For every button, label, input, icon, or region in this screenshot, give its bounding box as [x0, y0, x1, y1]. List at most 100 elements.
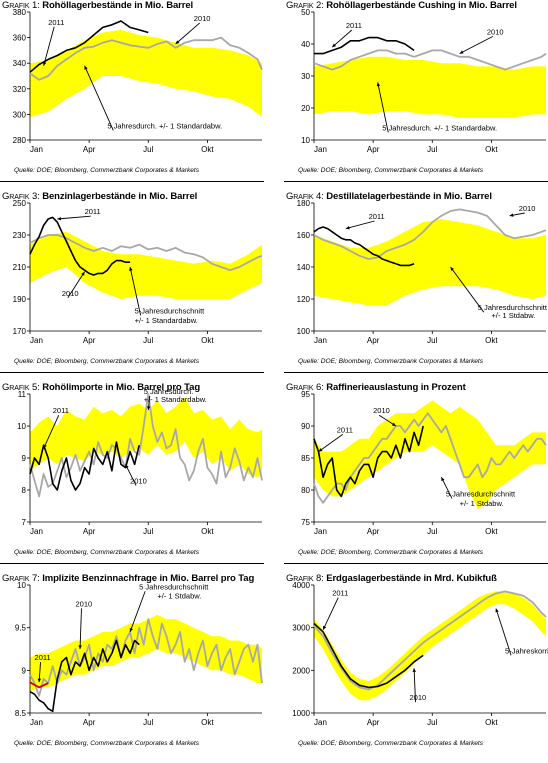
chart-source: Quelle: DOE; Bloomberg, Commerzbank Corp…	[14, 549, 200, 556]
annotation-arrowhead	[450, 267, 455, 271]
y-tick-label: 9	[22, 666, 27, 675]
annotation-arrowhead	[175, 40, 180, 44]
chart-annotation: +/- 1 Stdabw.	[157, 592, 201, 601]
y-tick-label: 250	[13, 199, 27, 208]
x-tick-label: Jan	[30, 527, 43, 536]
y-tick-label: 75	[301, 518, 310, 527]
std-band-area	[30, 397, 262, 478]
y-tick-label: 85	[301, 454, 310, 463]
series-line-red	[29, 681, 49, 689]
chart-plot: 10 20 30 40 50 Jan Apr Jul Okt 2011 2010 5 Jahresdu…	[301, 8, 547, 154]
series-line-2010	[313, 590, 547, 691]
panel-divider	[284, 563, 548, 564]
x-tick-label: Jan	[30, 145, 43, 154]
x-tick-label: Okt	[485, 145, 498, 154]
chart-panel-7: Grafik 7: Implizite Benzinnachfrage in M…	[0, 573, 264, 763]
chart-title: Grafik 3: Benzinlagerbestände in Mio. Ba…	[2, 191, 198, 202]
annotation-arrow	[413, 668, 416, 703]
y-tick-label: 380	[13, 8, 27, 17]
y-tick-label: 9.5	[15, 624, 27, 633]
y-tick-label: 160	[297, 231, 311, 240]
series-line-2011	[314, 36, 415, 55]
chart-title: Grafik 7: Implizite Benzinnachfrage in M…	[2, 573, 255, 584]
x-tick-label: Okt	[201, 718, 214, 727]
annotation-arrowhead	[78, 645, 82, 649]
y-tick-label: 8.5	[15, 709, 27, 718]
panel-divider	[0, 372, 264, 373]
std-band-area	[30, 29, 262, 117]
chart-plot: 170 190 210 230 250 Jan Apr Jul Okt 2011 2010 5-Jah…	[13, 199, 263, 345]
series-line-2011	[313, 226, 415, 267]
series-line-2011	[29, 20, 149, 73]
y-tick-label: 11	[18, 390, 27, 399]
y-tick-label: 190	[13, 295, 27, 304]
panel-divider	[284, 372, 548, 373]
chart-source: Quelle: DOE; Bloomberg, Commerzbank Corp…	[14, 358, 200, 365]
chart-panel-4: Grafik 4: Destillatelagerbestände in Mio…	[284, 191, 548, 381]
chart-annotation: 2011	[53, 406, 69, 415]
y-tick-label: 10	[17, 422, 26, 431]
chart-annotation: 2011	[85, 207, 101, 216]
y-tick-label: 40	[301, 40, 310, 49]
annotation-arrowhead	[345, 225, 350, 230]
y-tick-label: 1000	[292, 709, 310, 718]
x-tick-label: Jul	[143, 718, 153, 727]
y-tick-label: 170	[13, 327, 27, 336]
annotation-arrow	[43, 26, 55, 66]
chart-plot: 8.5 9 9.5 10 Jan Apr Jul Okt 2010 2011 5 Jahresdur…	[15, 581, 263, 727]
panel-divider	[0, 181, 264, 182]
series-line-2011	[29, 216, 131, 276]
annotation-arrowhead	[459, 50, 464, 54]
x-tick-label: Apr	[83, 336, 96, 345]
chart-plot: 7 8 9 10 11 Jan Apr Jul Okt 2011 2010 5 Jahresdurch…	[17, 387, 263, 536]
chart-annotation: 2010	[62, 289, 79, 298]
annotation-arrowhead	[332, 43, 337, 48]
annotation-arrowhead	[376, 82, 381, 87]
y-tick-label: 100	[297, 327, 311, 336]
y-tick-label: 210	[13, 263, 27, 272]
annotation-arrow	[450, 266, 485, 313]
y-tick-label: 2000	[292, 666, 310, 675]
annotation-arrowhead	[42, 61, 47, 66]
annotation-arrow	[322, 597, 339, 630]
chart-annotation: 2010	[130, 477, 147, 486]
x-tick-label: Jan	[30, 336, 43, 345]
annotation-arrow	[175, 22, 201, 45]
y-tick-label: 4000	[292, 581, 310, 590]
chart-panel-8: Grafik 8: Erdgaslagerbestände in Mrd. Ku…	[284, 573, 548, 763]
chart-source: Quelle: DOE; Bloomberg, Commerzbank Corp…	[298, 358, 484, 365]
chart-title: Grafik 5: Rohölimporte in Mio. Barrel pr…	[2, 382, 201, 393]
annotation-arrowhead	[37, 678, 42, 683]
x-tick-label: Jan	[314, 336, 327, 345]
y-tick-label: 360	[13, 34, 27, 43]
x-tick-label: Jul	[143, 145, 153, 154]
annotation-arrow	[67, 271, 85, 299]
series-line-2011	[29, 441, 140, 491]
series-line-2010	[313, 208, 547, 260]
annotation-arrowhead	[129, 267, 133, 271]
chart-annotation: 2011	[35, 653, 51, 662]
y-tick-label: 30	[301, 72, 310, 81]
chart-panel-3: Grafik 3: Benzinlagerbestände in Mio. Ba…	[0, 191, 264, 381]
chart-source: Quelle: DOE; Bloomberg, Commerzbank Corp…	[298, 740, 484, 747]
chart-panel-5: Grafik 5: Rohölimporte in Mio. Barrel pr…	[0, 382, 264, 572]
chart-annotation: 2011	[48, 18, 64, 27]
x-tick-label: Jul	[427, 336, 437, 345]
chart-annotation: 2010	[410, 693, 427, 702]
x-tick-label: Okt	[201, 336, 214, 345]
annotation-arrowhead	[412, 668, 416, 672]
x-tick-label: Jul	[143, 336, 153, 345]
annotation-arrow	[125, 464, 137, 486]
annotation-arrow	[495, 608, 512, 656]
chart-annotation: +/- 1 Stdabw.	[460, 499, 504, 508]
annotation-arrowhead	[441, 477, 445, 482]
y-tick-label: 10	[301, 136, 310, 145]
chart-annotation: 5 Jahresdurch.	[144, 387, 194, 396]
x-tick-label: Apr	[367, 336, 380, 345]
annotation-arrow	[129, 266, 142, 316]
series-line-2011	[29, 639, 140, 713]
std-band-area	[314, 219, 546, 306]
std-band-area	[314, 400, 546, 510]
std-band-area	[314, 591, 546, 701]
chart-annotation: 2011	[346, 21, 362, 30]
